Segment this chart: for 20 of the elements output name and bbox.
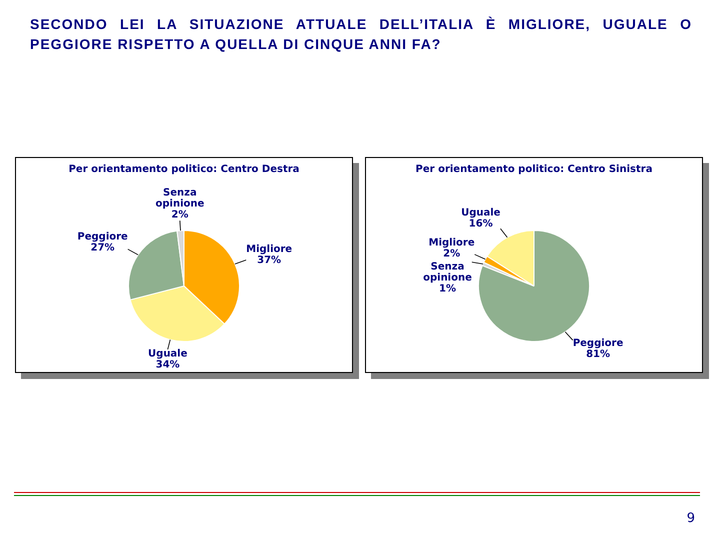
- slice-label: Peggiore: [77, 232, 128, 243]
- slice-label: Peggiore: [572, 338, 624, 349]
- text: 9: [686, 511, 695, 526]
- slice-label: Uguale: [148, 348, 188, 360]
- data-label: 1%: [439, 284, 456, 295]
- data-label: 2%: [443, 248, 460, 260]
- data-label: 27%: [90, 242, 115, 254]
- data-label: 16%: [468, 218, 493, 230]
- slice-label: Uguale: [461, 208, 501, 219]
- slice-label: Migliore: [246, 244, 292, 256]
- data-label: 2%: [171, 209, 188, 220]
- data-label: 37%: [257, 255, 282, 266]
- chart-title: Per orientamento politico: Centro Sinistra: [414, 164, 654, 175]
- chart-title: Per orientamento politico: Centro Destra: [68, 164, 300, 175]
- text: SECONDO LEI LA SITUAZIONE ATTUALE DELL’ITALIA È MIGLIORE, UGUALE O PEGGIORE RISPETTO A QUELLA DI CINQUE ANNI FA?: [30, 15, 692, 54]
- data-label: 34%: [156, 360, 180, 371]
- slice-label: Senza opinione: [155, 187, 204, 210]
- data-label: 81%: [586, 348, 610, 360]
- slice-label: Senza opinione: [423, 262, 472, 284]
- slice-label: Migliore: [428, 238, 475, 249]
